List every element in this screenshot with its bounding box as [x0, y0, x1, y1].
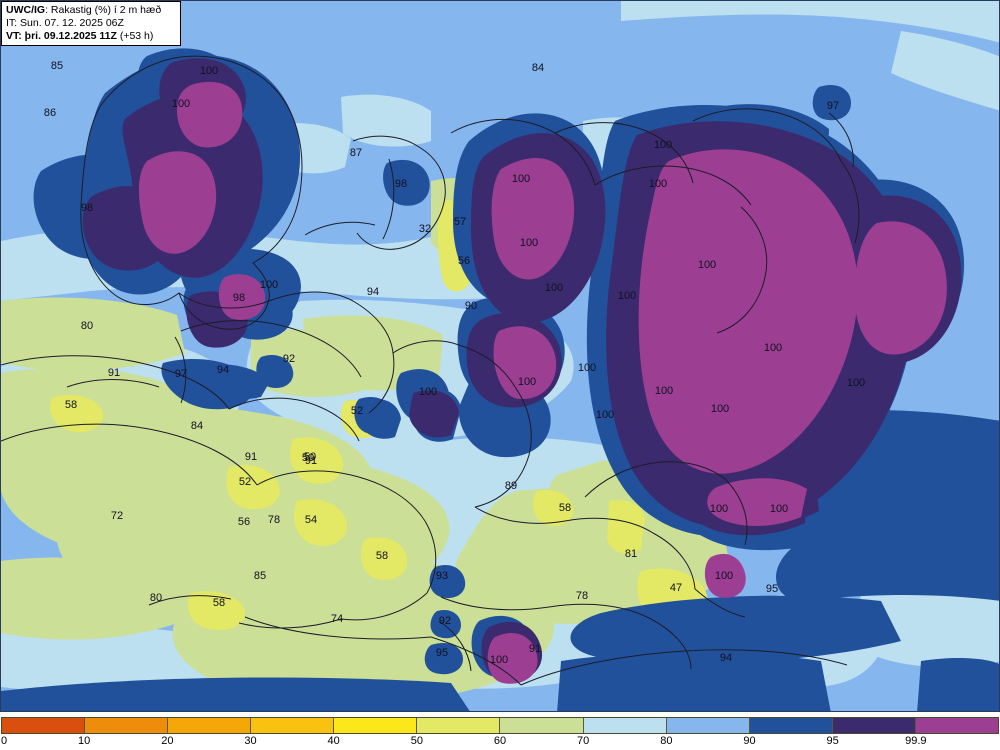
- legend-band-10-20[interactable]: [85, 718, 169, 733]
- legend-color-bar[interactable]: [1, 717, 999, 734]
- legend-tick-labels: 0 10 20 30 40 50 60 70 80 90 95 99.9: [0, 735, 1000, 750]
- legend-band-95-99.9[interactable]: [832, 718, 916, 733]
- legend-band-40-50[interactable]: [334, 718, 418, 733]
- valid-time-value: þri. 09.12.2025 11Z: [21, 29, 117, 42]
- legend-tick-10: 10: [78, 735, 91, 747]
- legend-tick-80: 80: [660, 735, 673, 747]
- humidity-contour-map: [1, 1, 999, 711]
- coastline: [1, 55, 860, 686]
- legend-band-70-80[interactable]: [583, 718, 667, 733]
- legend-band-20-30[interactable]: [168, 718, 252, 733]
- legend-tick-0: 0: [1, 735, 8, 747]
- legend-tick-50: 50: [410, 735, 423, 747]
- info-line-valid: VT: þri. 09.12.2025 11Z (+53 h): [6, 30, 176, 43]
- legend-tick-95: 95: [826, 735, 839, 747]
- legend-tick-20: 20: [161, 735, 174, 747]
- init-time-value: Sun. 07. 12. 2025 06Z: [17, 16, 124, 29]
- map-canvas[interactable]: UWC/IG: Rakastig (%) í 2 m hæð IT: Sun. …: [0, 0, 1000, 712]
- legend-tick-99.9: 99.9: [905, 735, 927, 747]
- legend-band-0-10[interactable]: [2, 718, 86, 733]
- init-time-label: IT:: [6, 16, 18, 29]
- legend-band-99.9-100[interactable]: [915, 718, 998, 733]
- info-line-title: UWC/IG: Rakastig (%) í 2 m hæð: [6, 4, 176, 17]
- map-info-box: UWC/IG: Rakastig (%) í 2 m hæð IT: Sun. …: [1, 1, 181, 47]
- variable-title: : Rakastig (%) í 2 m hæð: [45, 4, 162, 16]
- legend-tick-90: 90: [743, 735, 756, 747]
- legend-band-30-40[interactable]: [251, 718, 335, 733]
- info-line-init: IT: Sun. 07. 12. 2025 06Z: [6, 17, 176, 30]
- legend-band-50-60[interactable]: [417, 718, 501, 733]
- legend-band-90-95[interactable]: [749, 718, 833, 733]
- legend-band-60-70[interactable]: [500, 718, 584, 733]
- valid-lead-hours: (+53 h): [116, 29, 154, 42]
- legend-tick-30: 30: [244, 735, 257, 747]
- legend-tick-70: 70: [577, 735, 590, 747]
- color-legend: 0 10 20 30 40 50 60 70 80 90 95 99.9: [0, 712, 1000, 750]
- legend-tick-60: 60: [493, 735, 507, 747]
- legend-tick-40: 40: [327, 735, 340, 747]
- legend-band-80-90[interactable]: [666, 718, 750, 733]
- model-name: UWC/IG: [6, 4, 46, 16]
- valid-time-label: VT:: [6, 29, 22, 42]
